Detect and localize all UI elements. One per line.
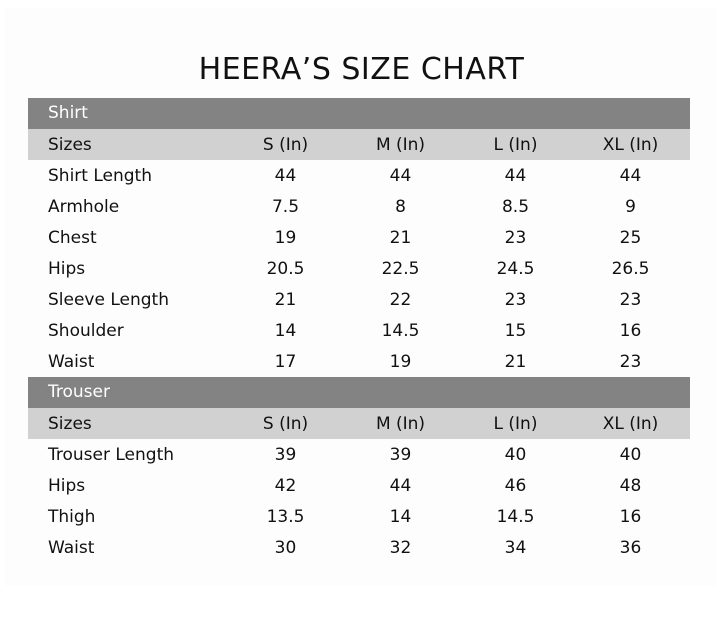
cell-value: 16 [619, 320, 642, 341]
cell-value: 40 [504, 444, 527, 465]
cell-value: 21 [274, 289, 297, 310]
cell-value: 19 [274, 227, 297, 248]
row-label: Sleeve Length [48, 289, 169, 310]
sizes-header-row: Sizes S (In) M (In) L (In) XL (In) [28, 408, 690, 439]
cell-value: 17 [274, 351, 297, 372]
section-header-shirt: Shirt [28, 98, 690, 129]
cell-value: 7.5 [271, 196, 300, 217]
cell-value: 44 [619, 165, 642, 186]
cell-value: 20.5 [266, 258, 305, 279]
table-row: Shoulder 14 14.5 15 16 [28, 315, 690, 346]
cell-value: L (In) [493, 134, 538, 155]
row-label: Armhole [48, 196, 120, 217]
cell-value: 44 [504, 165, 527, 186]
cell-value: 36 [619, 537, 642, 558]
cell-value: 19 [389, 351, 412, 372]
row-label: Chest [48, 227, 97, 248]
cell-value: 14.5 [496, 506, 535, 527]
cell-value: 22 [389, 289, 412, 310]
cell-value: 23 [619, 289, 642, 310]
row-label: Waist [48, 351, 95, 372]
cell-value: 44 [389, 165, 412, 186]
cell-value: 40 [619, 444, 642, 465]
cell-value: M (In) [375, 413, 426, 434]
cell-value: 48 [619, 475, 642, 496]
cell-value: 21 [389, 227, 412, 248]
row-label: Hips [48, 258, 86, 279]
cell-value: 14.5 [381, 320, 420, 341]
cell-value: 15 [504, 320, 527, 341]
cell-value: 25 [619, 227, 642, 248]
table-row: Hips 42 44 46 48 [28, 470, 690, 501]
cell-value: 21 [504, 351, 527, 372]
cell-value: L (In) [493, 413, 538, 434]
row-label: Thigh [48, 506, 96, 527]
cell-value: 39 [389, 444, 412, 465]
cell-value: 8 [395, 196, 406, 217]
page-title: HEERA’S SIZE CHART [198, 52, 525, 87]
cell-value: 9 [625, 196, 636, 217]
table-row: Chest 19 21 23 25 [28, 222, 690, 253]
cell-value: 23 [504, 289, 527, 310]
table-row: Waist 17 19 21 23 [28, 346, 690, 377]
cell-value: 46 [504, 475, 527, 496]
cell-value: 44 [389, 475, 412, 496]
cell-value: 26.5 [611, 258, 650, 279]
row-label: Trouser Length [48, 444, 175, 465]
cell-value: S (In) [262, 134, 309, 155]
cell-value: XL (In) [602, 134, 659, 155]
row-label: Hips [48, 475, 86, 496]
row-label: Sizes [48, 413, 92, 434]
cell-value: 8.5 [501, 196, 530, 217]
table-row: Shirt Length 44 44 44 44 [28, 160, 690, 191]
row-label: Shirt Length [48, 165, 152, 186]
cell-value: 39 [274, 444, 297, 465]
sizes-header-row: Sizes S (In) M (In) L (In) XL (In) [28, 129, 690, 160]
table-row: Waist 30 32 34 36 [28, 532, 690, 563]
row-label: Waist [48, 537, 95, 558]
cell-value: 14 [389, 506, 412, 527]
table-row: Sleeve Length 21 22 23 23 [28, 284, 690, 315]
table-row: Armhole 7.5 8 8.5 9 [28, 191, 690, 222]
table-row: Hips 20.5 22.5 24.5 26.5 [28, 253, 690, 284]
cell-value: 13.5 [266, 506, 305, 527]
row-label: Sizes [48, 134, 92, 155]
cell-value: 32 [389, 537, 412, 558]
section-header-trouser: Trouser [28, 377, 690, 408]
cell-value: M (In) [375, 134, 426, 155]
cell-value: 16 [619, 506, 642, 527]
size-table: Shirt Sizes S (In) M (In) L (In) XL (In) Shirt… [28, 98, 690, 563]
cell-value: 42 [274, 475, 297, 496]
cell-value: 44 [274, 165, 297, 186]
cell-value: 14 [274, 320, 297, 341]
cell-value: 22.5 [381, 258, 420, 279]
cell-value: 34 [504, 537, 527, 558]
row-label: Shoulder [48, 320, 124, 341]
cell-value: 24.5 [496, 258, 535, 279]
cell-value: XL (In) [602, 413, 659, 434]
table-row: Thigh 13.5 14 14.5 16 [28, 501, 690, 532]
table-row: Trouser Length 39 39 40 40 [28, 439, 690, 470]
cell-value: 23 [619, 351, 642, 372]
cell-value: 23 [504, 227, 527, 248]
cell-value: S (In) [262, 413, 309, 434]
cell-value: 30 [274, 537, 297, 558]
